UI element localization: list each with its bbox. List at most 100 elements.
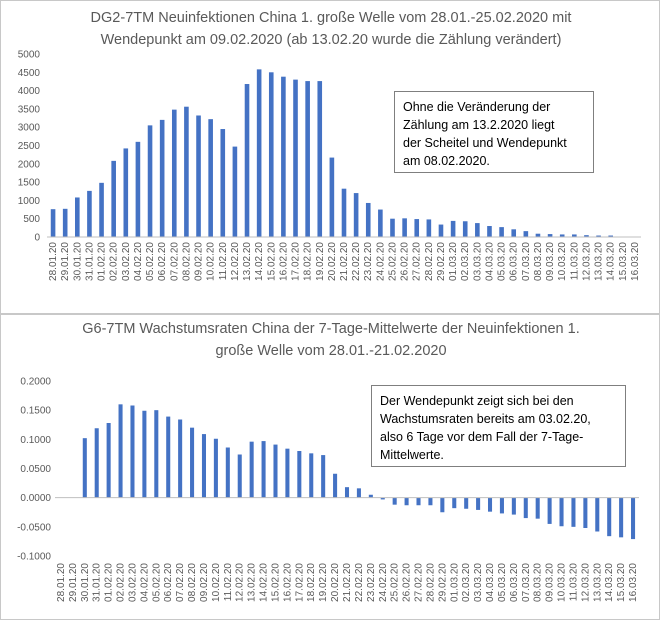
bar (559, 234, 565, 237)
bar (595, 497, 600, 532)
bar (135, 141, 141, 237)
bar (285, 448, 290, 498)
x-tick-label: 29.02.20 (436, 242, 447, 281)
bar (99, 182, 104, 237)
bar (159, 119, 165, 237)
annotation-top-line: Ohne die Veränderung der (403, 100, 551, 114)
x-tick-label: 28.01.20 (48, 242, 59, 281)
x-tick-label: 11.02.20 (218, 242, 229, 281)
x-tick-label: 16.02.20 (278, 242, 289, 281)
bar (123, 148, 129, 237)
y-tick-label: 4500 (18, 68, 41, 79)
x-tick-label: 05.03.20 (497, 563, 508, 602)
bar (392, 497, 397, 505)
x-tick-label: 03.02.20 (127, 563, 138, 602)
bar (583, 497, 588, 528)
bar (249, 441, 254, 498)
chart-title: G6-7TM Wachstumsraten China der 7-Tage-M… (82, 321, 580, 337)
x-tick-label: 05.02.20 (151, 563, 162, 602)
bar (118, 404, 123, 498)
annotation-top-line: Zählung am 13.2.2020 liegt (403, 118, 555, 132)
x-tick-label: 17.02.20 (291, 242, 302, 281)
bar (380, 497, 385, 500)
bar (94, 428, 99, 498)
x-tick-label: 25.02.20 (390, 563, 401, 602)
x-tick-label: 04.03.20 (484, 242, 495, 281)
x-tick-label: 02.03.20 (460, 242, 471, 281)
x-tick-label: 18.02.20 (306, 563, 317, 602)
x-tick-label: 01.03.20 (449, 563, 460, 602)
x-tick-label: 04.02.20 (133, 242, 144, 281)
bar (87, 190, 92, 237)
bar (547, 497, 552, 524)
x-tick-label: 02.02.20 (109, 242, 120, 281)
x-tick-label: 27.02.20 (412, 242, 423, 281)
bar (333, 473, 338, 498)
x-tick-label: 31.01.20 (92, 563, 103, 602)
x-tick-label: 13.03.20 (592, 563, 603, 602)
x-tick-label: 19.02.20 (318, 563, 329, 602)
y-tick-label: 0.1500 (20, 406, 51, 417)
bar (356, 488, 361, 498)
x-tick-label: 26.02.20 (402, 563, 413, 602)
y-tick-label: 0.1000 (20, 435, 51, 446)
x-tick-label: 09.02.20 (194, 242, 205, 281)
bar (353, 193, 359, 237)
x-tick-label: 23.02.20 (363, 242, 374, 281)
x-tick-label: 12.02.20 (230, 242, 241, 281)
x-tick-label: 30.01.20 (72, 242, 83, 281)
x-tick-label: 12.03.20 (580, 563, 591, 602)
annotation-top-line: der Scheitel und Wendepunkt (403, 136, 567, 150)
y-tick-label: 1000 (18, 196, 41, 207)
bar (499, 227, 504, 237)
bar (402, 218, 407, 237)
bar (208, 119, 213, 237)
chart-title: DG2-7TM Neuinfektionen China 1. große We… (91, 10, 572, 26)
x-tick-label: 30.01.20 (80, 563, 91, 602)
x-tick-label: 29.01.20 (60, 242, 71, 281)
x-tick-label: 03.02.20 (121, 242, 132, 281)
y-tick-label: 2000 (18, 159, 41, 170)
x-tick-label: 16.02.20 (282, 563, 293, 602)
x-tick-label: 08.03.20 (533, 242, 544, 281)
y-tick-label: 2500 (18, 141, 41, 152)
x-tick-label: 07.02.20 (169, 242, 180, 281)
bar (281, 76, 286, 237)
bar (523, 231, 529, 237)
x-tick-label: 17.02.20 (294, 563, 305, 602)
x-tick-label: 06.02.20 (157, 242, 168, 281)
bar (404, 497, 409, 506)
x-tick-label: 11.02.20 (223, 563, 234, 602)
bar (171, 109, 177, 237)
bar (571, 497, 576, 527)
x-tick-label: 01.03.20 (448, 242, 459, 281)
x-tick-label: 15.03.20 (616, 563, 627, 602)
bar (341, 188, 347, 237)
bar (499, 497, 504, 514)
x-tick-label: 08.02.20 (181, 242, 192, 281)
bar (511, 497, 516, 515)
y-tick-label: -0.1000 (17, 552, 51, 563)
x-tick-label: 19.02.20 (315, 242, 326, 281)
bar (572, 234, 577, 237)
annotation-bottom-line: Wachstumsraten bereits am 03.02.20, (380, 412, 591, 426)
chart-bottom-svg: G6-7TM Wachstumsraten China der 7-Tage-M… (17, 321, 639, 602)
bar (535, 233, 541, 237)
x-tick-label: 11.03.20 (568, 563, 579, 602)
x-tick-label: 02.03.20 (461, 563, 472, 602)
bar (344, 487, 350, 498)
x-tick-label: 10.03.20 (557, 563, 568, 602)
bar (166, 416, 171, 498)
bar (130, 405, 135, 498)
bar (297, 451, 302, 498)
x-tick-label: 21.02.20 (342, 563, 353, 602)
bar (256, 69, 262, 237)
x-tick-label: 01.02.20 (104, 563, 115, 602)
x-tick-label: 05.03.20 (497, 242, 508, 281)
bar (438, 224, 444, 237)
annotation-bottom: Der Wendepunkt zeigt sich bei den Wachst… (371, 385, 626, 467)
x-tick-label: 14.02.20 (254, 242, 265, 281)
x-tick-label: 13.02.20 (247, 563, 258, 602)
x-tick-label: 31.01.20 (84, 242, 95, 281)
bar (82, 438, 87, 498)
